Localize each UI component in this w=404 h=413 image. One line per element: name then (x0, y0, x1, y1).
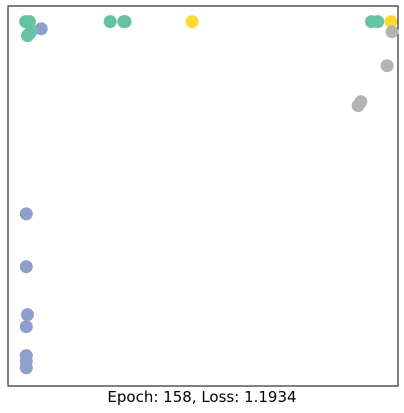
data-point-teal (21, 29, 34, 43)
data-point-blue (19, 320, 33, 334)
data-point-gray (380, 59, 394, 73)
data-point-teal (103, 15, 117, 29)
data-point-blue (19, 260, 33, 274)
data-point-gray (385, 25, 399, 39)
plot-frame (7, 5, 399, 387)
data-point-blue (19, 361, 33, 375)
scatter-points (19, 15, 399, 375)
data-point-teal (117, 15, 131, 29)
plot-caption: Epoch: 158, Loss: 1.1934 (107, 388, 297, 406)
data-point-blue (34, 22, 48, 36)
data-point-blue (19, 207, 33, 221)
data-point-blue (21, 308, 34, 322)
data-point-teal (371, 15, 385, 29)
data-point-yellow (384, 15, 398, 29)
data-point-yellow (185, 15, 199, 29)
data-point-gray (351, 99, 365, 113)
